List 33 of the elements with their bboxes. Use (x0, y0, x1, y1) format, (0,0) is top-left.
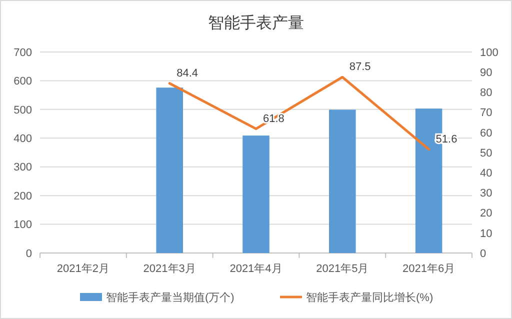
legend-label: 智能手表产量同比增长(%) (306, 290, 434, 304)
bar (242, 136, 270, 253)
y-tick-label: 300 (14, 162, 32, 174)
y-tick-label: 100 (14, 219, 32, 232)
y2-tick-label: 60 (480, 127, 492, 140)
y2-tick-label: 10 (480, 228, 492, 240)
y-tick-label: 600 (14, 76, 32, 88)
y2-tick-label: 0 (480, 248, 486, 260)
y-tick-label: 0 (26, 248, 32, 260)
x-tick-label: 2021年4月 (230, 263, 282, 275)
y2-tick-label: 20 (480, 208, 492, 220)
chart-title: 智能手表产量 (208, 14, 304, 32)
line-series (168, 76, 430, 151)
x-tick-label: 2021年5月 (316, 263, 369, 275)
y-tick-label: 700 (14, 46, 32, 59)
data-label: 84.4 (176, 67, 198, 80)
y-tick-label: 200 (14, 190, 32, 202)
y2-tick-label: 50 (480, 147, 492, 160)
y2-tick-label: 70 (480, 107, 492, 120)
y2-tick-label: 40 (480, 167, 492, 180)
x-tick-label: 2021年3月 (143, 263, 196, 275)
bar (156, 88, 183, 253)
data-label: 87.5 (349, 61, 371, 74)
y-tick-label: 500 (14, 104, 32, 116)
bar (329, 110, 356, 253)
y2-tick-label: 80 (480, 87, 492, 100)
y2-tick-label: 90 (480, 66, 492, 79)
legend-label: 智能手表产量当期值(万个) (106, 290, 234, 304)
y-tick-label: 400 (14, 132, 32, 145)
y2-tick-label: 30 (480, 188, 492, 200)
x-tick-label: 2021年2月 (56, 263, 110, 275)
y2-tick-label: 100 (480, 46, 498, 59)
x-tick-label: 2021年6月 (402, 263, 456, 275)
